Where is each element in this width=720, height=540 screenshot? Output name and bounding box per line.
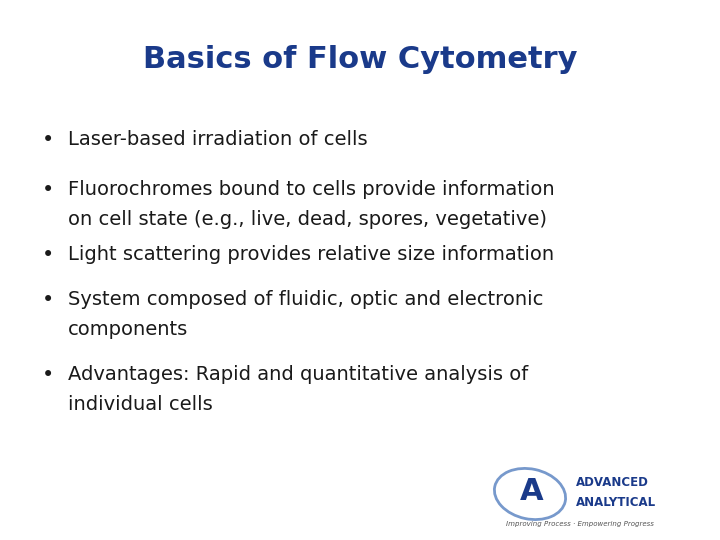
Text: on cell state (e.g., live, dead, spores, vegetative): on cell state (e.g., live, dead, spores,… xyxy=(68,210,547,229)
Text: ADVANCED: ADVANCED xyxy=(576,476,649,489)
Text: ANALYTICAL: ANALYTICAL xyxy=(576,496,656,509)
Text: A: A xyxy=(520,477,544,507)
Text: individual cells: individual cells xyxy=(68,395,212,414)
Text: Advantages: Rapid and quantitative analysis of: Advantages: Rapid and quantitative analy… xyxy=(68,365,528,384)
Text: Fluorochromes bound to cells provide information: Fluorochromes bound to cells provide inf… xyxy=(68,180,554,199)
Text: System composed of fluidic, optic and electronic: System composed of fluidic, optic and el… xyxy=(68,290,544,309)
Text: •: • xyxy=(42,245,54,265)
Text: Laser-based irradiation of cells: Laser-based irradiation of cells xyxy=(68,130,368,149)
Text: •: • xyxy=(42,180,54,200)
Text: •: • xyxy=(42,290,54,310)
Text: Improving Process · Empowering Progress: Improving Process · Empowering Progress xyxy=(506,521,654,527)
Text: •: • xyxy=(42,130,54,150)
Text: Basics of Flow Cytometry: Basics of Flow Cytometry xyxy=(143,45,577,74)
Text: •: • xyxy=(42,365,54,385)
Text: Light scattering provides relative size information: Light scattering provides relative size … xyxy=(68,245,554,264)
Text: components: components xyxy=(68,320,188,339)
